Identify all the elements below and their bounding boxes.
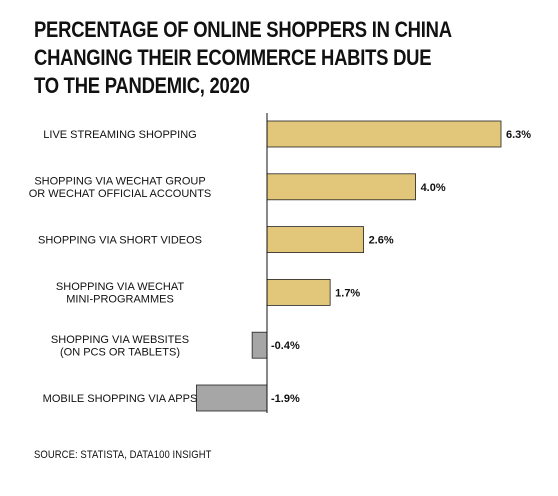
category-label: (ON PCS OR TABLETS)	[60, 346, 180, 358]
bar-value-label: 4.0%	[421, 182, 446, 194]
chart-title: PERCENTAGE OF ONLINE SHOPPERS IN CHINA C…	[34, 16, 526, 100]
category-label: SHOPPING VIA SHORT VIDEOS	[38, 235, 202, 247]
bar	[266, 226, 364, 254]
chart-title-line: PERCENTAGE OF ONLINE SHOPPERS IN CHINA	[34, 17, 452, 42]
bar	[266, 278, 331, 306]
bar	[251, 331, 268, 359]
category-label: MOBILE SHOPPING VIA APPS	[43, 393, 198, 405]
category-label: LIVE STREAMING SHOPPING	[43, 129, 196, 141]
category-label: SHOPPING VIA WECHAT	[56, 281, 184, 293]
bar	[266, 173, 416, 201]
category-label: OR WECHAT OFFICIAL ACCOUNTS	[29, 188, 212, 200]
chart-title-line: TO THE PANDEMIC, 2020	[34, 73, 250, 98]
bar-value-label: 6.3%	[506, 129, 531, 141]
bar	[266, 120, 502, 148]
bar-value-label: -0.4%	[271, 340, 300, 352]
category-label: MINI-PROGRAMMES	[66, 294, 174, 306]
category-label: SHOPPING VIA WECHAT GROUP	[34, 176, 205, 188]
bar-value-label: 2.6%	[369, 235, 394, 247]
bar-value-label: -1.9%	[271, 393, 300, 405]
bar-value-label: 1.7%	[335, 287, 360, 299]
bar	[196, 384, 268, 412]
category-label: SHOPPING VIA WEBSITES	[51, 334, 189, 346]
source-note: SOURCE: STATISTA, DATA100 INSIGHT	[34, 449, 212, 461]
chart-title-line: CHANGING THEIR ECOMMERCE HABITS DUE	[34, 45, 432, 70]
